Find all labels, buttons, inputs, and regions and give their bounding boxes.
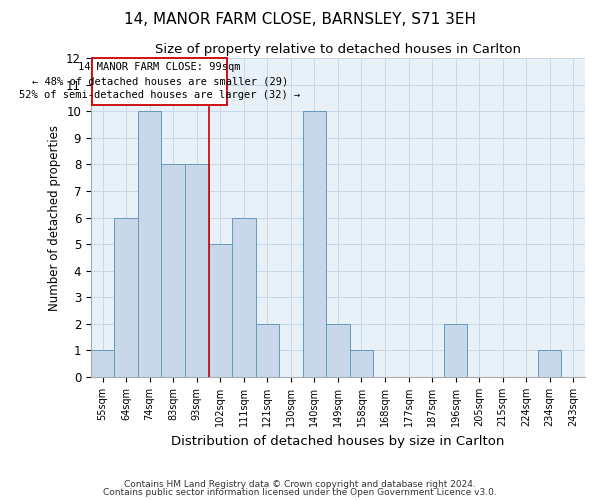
Bar: [302, 111, 326, 377]
Bar: [232, 218, 256, 377]
Bar: [538, 350, 562, 377]
X-axis label: Distribution of detached houses by size in Carlton: Distribution of detached houses by size …: [171, 434, 505, 448]
Bar: [326, 324, 350, 377]
Bar: [256, 324, 279, 377]
Bar: [350, 350, 373, 377]
Bar: [209, 244, 232, 377]
Bar: [115, 218, 138, 377]
Bar: [138, 111, 161, 377]
Bar: [185, 164, 209, 377]
Text: Contains HM Land Registry data © Crown copyright and database right 2024.: Contains HM Land Registry data © Crown c…: [124, 480, 476, 489]
Text: Contains public sector information licensed under the Open Government Licence v3: Contains public sector information licen…: [103, 488, 497, 497]
Bar: [444, 324, 467, 377]
Bar: [92, 58, 227, 104]
Bar: [161, 164, 185, 377]
Y-axis label: Number of detached properties: Number of detached properties: [47, 124, 61, 310]
Bar: [91, 350, 115, 377]
Text: 14, MANOR FARM CLOSE, BARNSLEY, S71 3EH: 14, MANOR FARM CLOSE, BARNSLEY, S71 3EH: [124, 12, 476, 28]
Title: Size of property relative to detached houses in Carlton: Size of property relative to detached ho…: [155, 42, 521, 56]
Text: 14 MANOR FARM CLOSE: 99sqm
← 48% of detached houses are smaller (29)
52% of semi: 14 MANOR FARM CLOSE: 99sqm ← 48% of deta…: [19, 62, 301, 100]
